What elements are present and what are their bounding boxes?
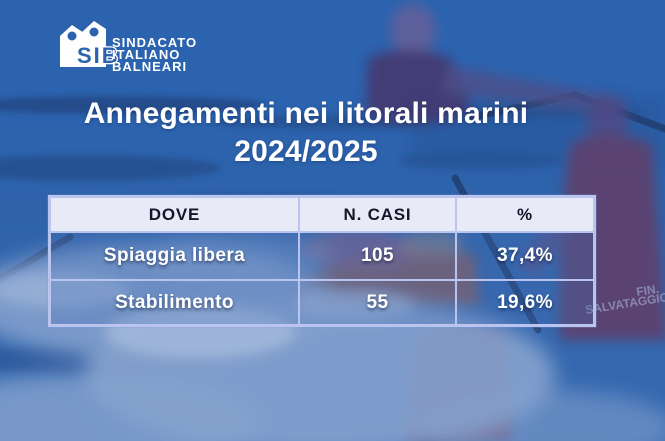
- foam-highlights: [0, 272, 415, 358]
- table-cell-row2-percent: 19,6%: [456, 280, 594, 325]
- page-title: Annegamenti nei litorali marini 2024/202…: [0, 95, 612, 171]
- table-cell-row2-dove: Stabilimento: [50, 280, 299, 325]
- table-header-n-casi: N. CASI: [299, 197, 456, 232]
- svg-text:ITALIANO: ITALIANO: [112, 47, 180, 62]
- logo-org-name: SINDACATO ITALIANO BALNEARI: [112, 35, 197, 74]
- logo-acronym: SIB: [77, 43, 120, 68]
- table-header-dove: DOVE: [50, 197, 299, 232]
- table-cell-row1-dove: Spiaggia libera: [50, 232, 299, 280]
- lifeguard-top: [366, 4, 625, 124]
- table-header-percent: %: [456, 197, 594, 232]
- svg-text:BALNEARI: BALNEARI: [112, 59, 187, 74]
- beach-huts-icon: [60, 21, 106, 67]
- table-cell-row1-n-casi: 105: [299, 232, 456, 280]
- table-cell-row2-n-casi: 55: [299, 280, 456, 325]
- svg-text:SINDACATO: SINDACATO: [112, 35, 197, 50]
- sib-logo: SIB SINDACATO ITALIANO BALNEARI: [58, 19, 228, 77]
- title-line2: 2024/2025: [234, 135, 378, 168]
- title-line1: Annegamenti nei litorali marini: [83, 97, 529, 130]
- drownings-table: DOVE N. CASI % Spiaggia libera 105 37,4%…: [48, 195, 596, 327]
- svg-text:FIN.: FIN.: [635, 282, 660, 299]
- table-cell-row1-percent: 37,4%: [456, 232, 594, 280]
